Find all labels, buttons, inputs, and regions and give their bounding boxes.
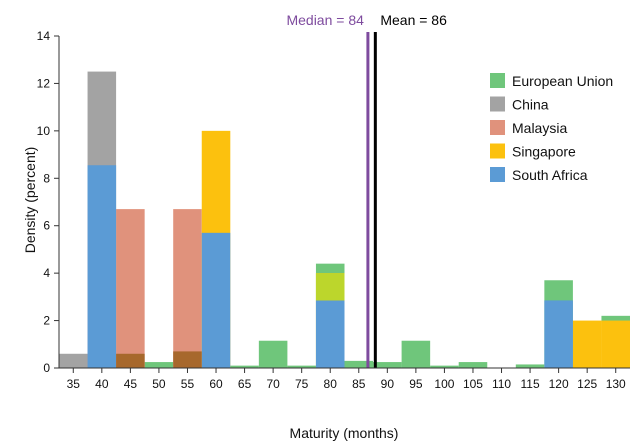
- x-tick-label-110: 110: [492, 377, 511, 391]
- bar-south-africa-80: [315, 300, 345, 368]
- y-tick-label-14: 14: [37, 29, 51, 43]
- x-tick-label-40: 40: [95, 377, 109, 391]
- x-tick-label-55: 55: [181, 377, 195, 391]
- legend-swatch-malaysia: [490, 120, 505, 135]
- x-tick-label-120: 120: [549, 377, 569, 391]
- bar-european-union-115: [515, 364, 545, 368]
- y-tick-label-6: 6: [43, 219, 50, 233]
- y-tick-label-4: 4: [43, 266, 50, 280]
- median-label: Median = 84: [286, 12, 364, 28]
- x-tick-label-80: 80: [324, 377, 338, 391]
- x-tick-label-95: 95: [409, 377, 423, 391]
- legend-label-south-africa: South Africa: [512, 167, 588, 183]
- legend-label-european-union: European Union: [512, 73, 613, 89]
- bar-european-union-65: [230, 365, 259, 368]
- mean-label: Mean = 86: [380, 12, 447, 28]
- y-tick-label-2: 2: [43, 314, 50, 328]
- bar-singapore-125: [572, 320, 602, 368]
- legend-swatch-south-africa: [490, 167, 505, 182]
- x-tick-label-90: 90: [381, 377, 395, 391]
- bar-european-union-75: [287, 365, 316, 368]
- y-tick-label-10: 10: [37, 124, 51, 138]
- bar-south-africa-60: [201, 232, 231, 368]
- legend-label-china: China: [512, 97, 549, 113]
- bar-malaysia-55: [173, 209, 202, 368]
- y-tick-label-8: 8: [43, 171, 50, 185]
- bar-european-union-85: [344, 360, 374, 368]
- x-tick-label-70: 70: [266, 377, 280, 391]
- x-tick-label-125: 125: [577, 377, 597, 391]
- legend-swatch-singapore: [490, 143, 505, 159]
- x-tick-label-105: 105: [463, 377, 483, 391]
- bar-european-union-70: [258, 340, 288, 368]
- x-tick-label-65: 65: [238, 377, 252, 391]
- y-axis-label: Density (percent): [22, 147, 38, 254]
- x-tick-label-60: 60: [209, 377, 223, 391]
- bars-layer: [59, 71, 630, 369]
- overlap-bar-45: [116, 353, 145, 368]
- x-tick-label-35: 35: [67, 377, 81, 391]
- y-tick-label-0: 0: [43, 361, 50, 375]
- bar-china-35: [59, 353, 88, 368]
- x-tick-label-85: 85: [352, 377, 366, 391]
- bar-european-union-95: [401, 340, 431, 368]
- overlap-bar-80: [315, 273, 345, 301]
- bar-european-union-50: [144, 362, 174, 368]
- x-tick-label-50: 50: [152, 377, 166, 391]
- bar-european-union-105: [458, 362, 488, 368]
- legend-swatch-european-union: [490, 73, 505, 88]
- legend-label-malaysia: Malaysia: [512, 120, 567, 136]
- bar-singapore-130: [601, 320, 630, 368]
- overlap-bar-55: [173, 351, 202, 368]
- axes: 0 2 4 6 8 10 12 14 35 40 45 50 55 60 65 70 75 80 85 90 95 100…: [37, 29, 630, 391]
- x-tick-label-130: 130: [606, 377, 626, 391]
- legend-label-singapore: Singapore: [512, 144, 576, 160]
- bar-european-union-90: [373, 362, 402, 368]
- x-tick-label-75: 75: [295, 377, 309, 391]
- y-tick-label-12: 12: [37, 76, 51, 90]
- reference-lines: Median = 84 Mean = 86: [286, 12, 447, 368]
- overlap-layer: [116, 273, 345, 368]
- x-tick-label-45: 45: [124, 377, 138, 391]
- bar-south-africa-40: [87, 165, 117, 368]
- legend: European Union China Malaysia Singapore Sout…: [490, 73, 613, 183]
- bar-european-union-100: [430, 365, 459, 368]
- bar-malaysia-45: [116, 209, 145, 368]
- bar-south-africa-120: [544, 300, 573, 368]
- legend-swatch-china: [490, 96, 505, 112]
- x-tick-label-100: 100: [434, 377, 454, 391]
- x-tick-label-115: 115: [521, 377, 540, 391]
- x-axis-label: Maturity (months): [290, 425, 399, 441]
